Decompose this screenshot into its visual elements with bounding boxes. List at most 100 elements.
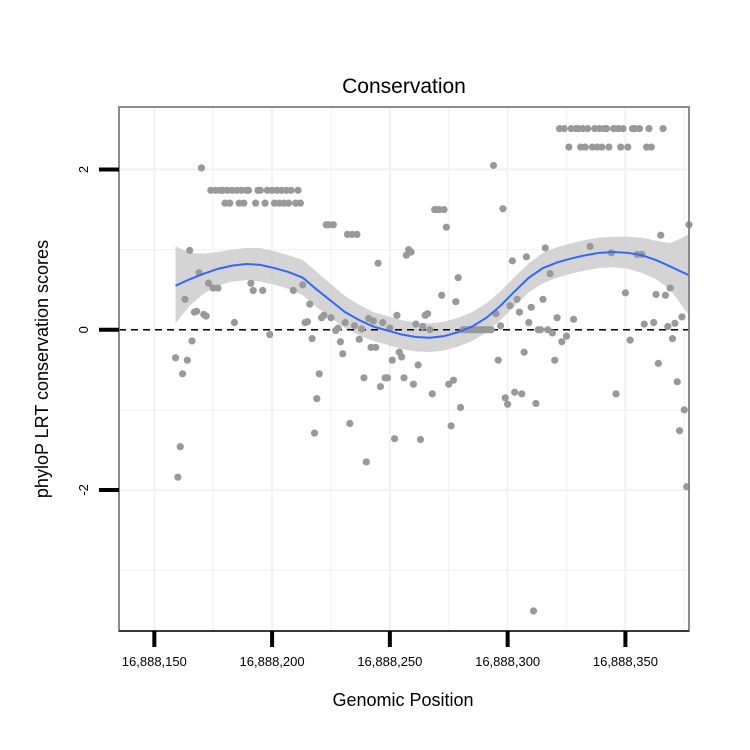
data-point <box>581 143 589 151</box>
data-point <box>329 221 337 229</box>
data-point <box>306 300 314 308</box>
data-point <box>315 370 323 378</box>
data-point <box>445 380 453 388</box>
data-point <box>525 318 533 327</box>
data-point <box>244 186 253 194</box>
x-tick-label: 16,888,200 <box>240 654 305 669</box>
data-point <box>447 422 455 430</box>
data-point <box>680 406 688 414</box>
data-point <box>438 291 446 299</box>
data-point <box>398 353 406 361</box>
data-point <box>511 388 519 396</box>
smooth-line-layer <box>175 251 690 339</box>
scatter-points <box>171 125 693 615</box>
data-point <box>504 400 512 408</box>
data-point <box>259 286 267 295</box>
data-point <box>226 199 234 207</box>
data-point <box>426 326 434 334</box>
data-point <box>449 376 458 384</box>
data-point <box>494 356 502 364</box>
data-point <box>621 289 630 297</box>
data-point <box>664 322 672 331</box>
data-point <box>440 205 448 214</box>
data-point <box>400 374 408 382</box>
y-tick-label: -2 <box>76 484 91 496</box>
data-point <box>334 324 342 332</box>
data-point <box>353 230 361 238</box>
data-point <box>428 390 436 398</box>
data-point <box>499 205 507 213</box>
data-point <box>626 336 634 344</box>
data-point <box>501 394 509 402</box>
data-point <box>605 143 613 151</box>
data-point <box>598 143 606 151</box>
data-point <box>193 307 201 315</box>
data-point <box>456 403 465 412</box>
data-point <box>602 125 611 133</box>
data-point <box>647 143 655 151</box>
y-axis-title: phyloP LRT conservation scores <box>32 240 52 498</box>
data-point <box>171 354 180 362</box>
data-point <box>416 435 425 444</box>
data-point <box>327 314 335 322</box>
data-point <box>442 223 450 231</box>
data-point <box>414 361 422 369</box>
data-point <box>541 244 549 252</box>
data-point <box>496 322 505 330</box>
data-point <box>409 380 418 388</box>
data-point <box>640 320 648 328</box>
data-point <box>527 303 535 311</box>
data-point <box>407 248 415 256</box>
data-point <box>586 242 594 251</box>
data-point <box>186 246 194 255</box>
data-point <box>174 473 182 481</box>
data-point <box>376 383 385 391</box>
data-point <box>635 125 644 133</box>
data-point <box>565 143 573 151</box>
data-point <box>412 320 420 328</box>
data-point <box>379 318 387 327</box>
data-point <box>284 199 293 207</box>
x-tick-label: 16,888,250 <box>357 654 422 669</box>
data-point <box>355 335 363 343</box>
data-point <box>518 390 526 398</box>
data-point <box>183 356 191 364</box>
data-point <box>372 343 380 351</box>
data-point <box>654 359 662 367</box>
data-point <box>678 313 686 321</box>
data-point <box>320 311 328 319</box>
y-axis: -2 0 2 <box>76 166 119 496</box>
data-point <box>419 322 427 331</box>
data-point <box>560 125 568 133</box>
data-point <box>266 330 274 339</box>
x-tick-label: 16,888,300 <box>475 654 540 669</box>
data-point <box>214 284 222 292</box>
data-point <box>548 329 556 337</box>
data-point <box>619 125 627 133</box>
data-point <box>374 259 382 267</box>
data-point <box>388 356 396 364</box>
data-point <box>624 143 632 151</box>
data-point <box>202 312 210 320</box>
data-point <box>569 315 578 323</box>
data-point <box>204 279 213 287</box>
data-point <box>657 231 665 239</box>
grid-lines <box>119 107 689 631</box>
data-point <box>341 318 349 327</box>
x-tick-label: 16,888,150 <box>122 654 187 669</box>
data-point <box>230 318 239 327</box>
plot-panel-border <box>118 106 690 632</box>
data-point <box>350 322 359 330</box>
data-point <box>393 311 401 319</box>
data-point <box>383 374 392 382</box>
data-point <box>188 337 196 345</box>
data-point <box>176 443 184 451</box>
data-point <box>666 284 674 292</box>
x-axis-title: Genomic Position <box>332 690 473 710</box>
data-point <box>303 318 312 326</box>
data-point <box>546 270 554 278</box>
data-point <box>181 295 189 303</box>
data-point <box>668 334 677 343</box>
data-point <box>645 125 653 133</box>
